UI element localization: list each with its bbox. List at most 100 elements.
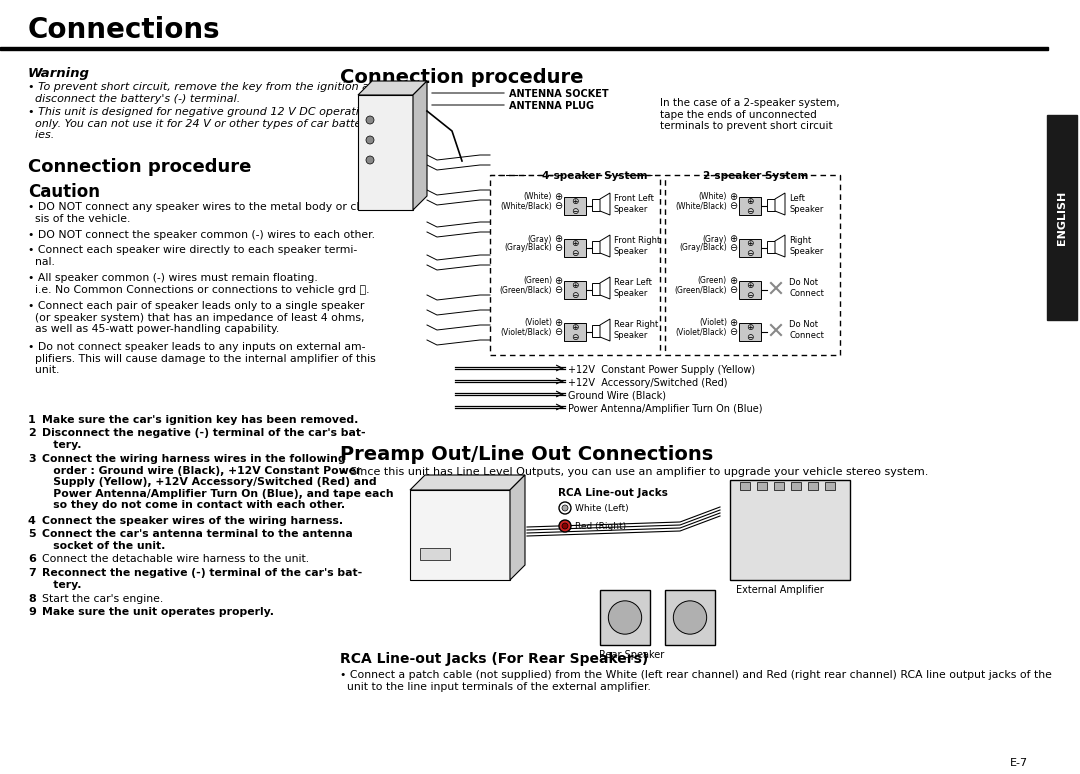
Bar [767,199,775,211]
Text: ANTENNA SOCKET: ANTENNA SOCKET [509,89,609,99]
Bar [739,197,761,215]
Text: Rear Left
Speaker: Rear Left Speaker [615,279,652,298]
Polygon shape [775,193,785,215]
Text: • DO NOT connect the speaker common (-) wires to each other.: • DO NOT connect the speaker common (-) … [28,230,375,240]
Text: 4: 4 [28,515,36,526]
Text: (Violet): (Violet) [699,318,727,327]
Text: 6: 6 [28,554,36,564]
Text: • To prevent short circuit, remove the key from the ignition and
  disconnect th: • To prevent short circuit, remove the k… [28,82,383,104]
Bar [739,239,761,257]
Bar [774,482,784,490]
Bar [564,281,586,299]
Text: Ground Wire (Black): Ground Wire (Black) [568,391,666,401]
Text: (Violet/Black): (Violet/Black) [676,327,727,337]
Text: (White/Black): (White/Black) [500,201,552,211]
Bar [420,548,450,560]
Text: Connect the speaker wires of the wiring harness.: Connect the speaker wires of the wiring … [42,515,343,526]
Text: Front Right
Speaker: Front Right Speaker [615,236,660,255]
Text: ⊕: ⊕ [571,282,579,290]
Bar [740,482,750,490]
Text: E-7: E-7 [1010,758,1028,768]
Bar [490,175,660,355]
Text: ⊕: ⊕ [746,282,754,290]
Text: Red (Right): Red (Right) [575,522,626,531]
Bar [767,241,775,253]
Text: Connections: Connections [28,16,220,44]
Text: ⊖: ⊖ [554,201,562,211]
Text: Rear Right
Speaker: Rear Right Speaker [615,320,658,340]
Text: RCA Line-out Jacks: RCA Line-out Jacks [558,488,667,498]
Text: ⊖: ⊖ [746,248,754,258]
Text: Start the car's engine.: Start the car's engine. [42,594,163,604]
Circle shape [559,502,571,514]
Bar [808,482,818,490]
Polygon shape [600,193,610,215]
Polygon shape [600,319,610,341]
Text: Connect the car's antenna terminal to the antenna
   socket of the unit.: Connect the car's antenna terminal to th… [42,529,353,550]
Text: ⊖: ⊖ [571,333,579,341]
Text: 1: 1 [28,415,36,425]
Text: • Connect each pair of speaker leads only to a single speaker
  (or speaker syst: • Connect each pair of speaker leads onl… [28,301,365,334]
Text: ⊕: ⊕ [746,239,754,248]
Text: ⊖: ⊖ [571,207,579,215]
Circle shape [562,523,568,529]
Text: Connection procedure: Connection procedure [340,68,583,87]
Text: Connect the detachable wire harness to the unit.: Connect the detachable wire harness to t… [42,554,309,564]
Text: ⊖: ⊖ [729,285,738,295]
Text: Warning: Warning [28,67,90,80]
Text: ⊕: ⊕ [729,318,738,328]
Polygon shape [600,235,610,257]
Text: Caution: Caution [28,183,100,201]
Bar [739,323,761,341]
Text: ⊖: ⊖ [729,327,738,337]
Text: 2-speaker System: 2-speaker System [703,171,808,181]
Text: Disconnect the negative (-) terminal of the car's bat-
   tery.: Disconnect the negative (-) terminal of … [42,429,366,450]
Text: ANTENNA PLUG: ANTENNA PLUG [509,101,594,111]
Text: Do Not
Connect: Do Not Connect [789,279,824,298]
Bar [410,490,510,580]
Text: ⊖: ⊖ [729,243,738,253]
Text: 8: 8 [28,594,36,604]
Text: Reconnect the negative (-) terminal of the car's bat-
   tery.: Reconnect the negative (-) terminal of t… [42,568,362,590]
Text: ENGLISH: ENGLISH [1057,190,1067,245]
Text: ⊕: ⊕ [729,276,738,286]
Text: Do Not
Connect: Do Not Connect [789,320,824,340]
Text: ⊕: ⊕ [554,192,562,202]
Polygon shape [510,475,525,580]
Text: ⊖: ⊖ [746,290,754,300]
Polygon shape [600,277,610,299]
Text: White (Left): White (Left) [575,504,629,513]
Text: Make sure the unit operates properly.: Make sure the unit operates properly. [42,607,274,617]
Polygon shape [413,81,427,210]
Text: (White/Black): (White/Black) [675,201,727,211]
Text: Connect the wiring harness wires in the following
   order : Ground wire (Black): Connect the wiring harness wires in the … [42,454,393,510]
Text: (Green/Black): (Green/Black) [675,286,727,294]
Bar [564,239,586,257]
Text: (White): (White) [524,193,552,201]
Text: ⊕: ⊕ [746,197,754,207]
Text: ⊖: ⊖ [729,201,738,211]
Text: ⊖: ⊖ [554,243,562,253]
Text: ⊕: ⊕ [571,324,579,333]
Text: ⊕: ⊕ [554,318,562,328]
Text: ⊕: ⊕ [729,234,738,244]
Text: (Gray): (Gray) [528,235,552,244]
Text: Preamp Out/Line Out Connections: Preamp Out/Line Out Connections [340,445,713,464]
Text: • Since this unit has Line Level Outputs, you can use an amplifier to upgrade yo: • Since this unit has Line Level Outputs… [340,467,929,477]
Text: • Connect a patch cable (not supplied) from the White (left rear channel) and Re: • Connect a patch cable (not supplied) f… [340,670,1052,692]
Bar [0,47,1048,50]
Text: ⊕: ⊕ [554,276,562,286]
Text: 9: 9 [28,607,36,617]
Text: Front Left
Speaker: Front Left Speaker [615,194,653,214]
Text: +12V  Constant Power Supply (Yellow): +12V Constant Power Supply (Yellow) [568,365,755,375]
Polygon shape [775,235,785,257]
Text: 7: 7 [28,568,36,578]
Text: (Green): (Green) [523,276,552,286]
Circle shape [366,156,374,164]
Bar [825,482,835,490]
Text: Connection procedure: Connection procedure [28,158,252,176]
Text: • DO NOT connect any speaker wires to the metal body or chas-
  sis of the vehic: • DO NOT connect any speaker wires to th… [28,202,379,224]
Text: ⊖: ⊖ [571,290,579,300]
Bar [592,241,600,253]
Text: 2: 2 [28,429,36,439]
